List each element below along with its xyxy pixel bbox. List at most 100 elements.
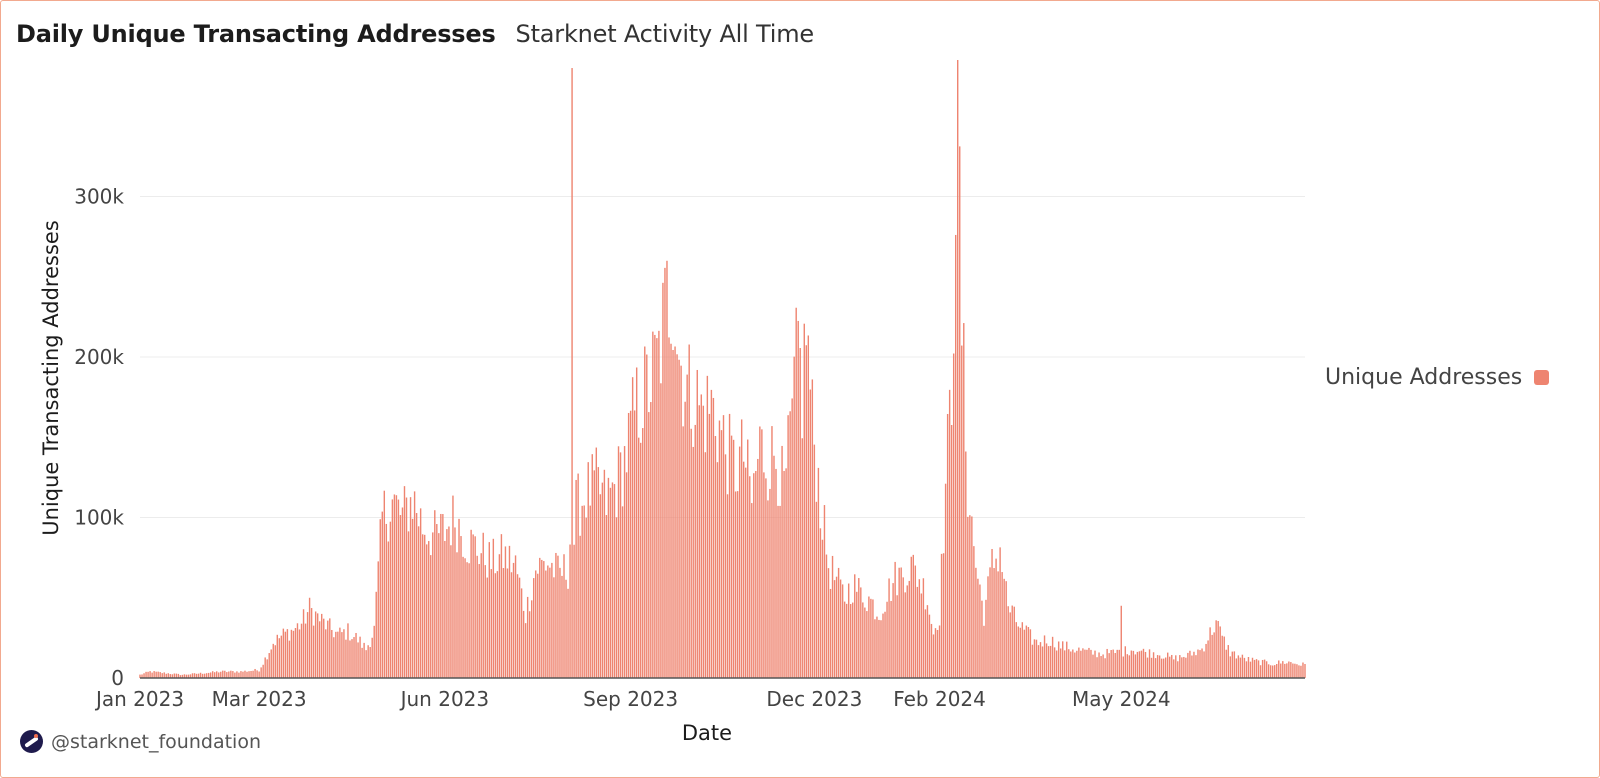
bar[interactable] — [272, 643, 274, 678]
bar[interactable] — [615, 517, 618, 678]
bar[interactable] — [393, 494, 396, 678]
bar[interactable] — [528, 611, 531, 678]
bar[interactable] — [143, 673, 145, 678]
bar[interactable] — [843, 601, 846, 678]
bar[interactable] — [506, 568, 509, 678]
bar[interactable] — [944, 483, 947, 678]
bar[interactable] — [997, 571, 999, 678]
bar[interactable] — [1074, 652, 1076, 679]
bar[interactable] — [845, 603, 848, 678]
bar[interactable] — [276, 634, 278, 678]
bar[interactable] — [593, 470, 595, 678]
bar[interactable] — [1051, 636, 1054, 678]
bar[interactable] — [561, 575, 563, 678]
bar[interactable] — [757, 458, 759, 678]
bar[interactable] — [1274, 665, 1276, 678]
bar[interactable] — [165, 673, 167, 678]
bar[interactable] — [799, 348, 801, 678]
bar[interactable] — [1078, 647, 1080, 678]
bar[interactable] — [1231, 651, 1234, 678]
bar[interactable] — [1092, 654, 1094, 678]
bar[interactable] — [747, 439, 749, 678]
bar[interactable] — [617, 446, 620, 678]
bar[interactable] — [195, 673, 198, 678]
bar[interactable] — [981, 600, 983, 678]
bar[interactable] — [969, 515, 971, 678]
bar[interactable] — [742, 461, 745, 678]
bar[interactable] — [1112, 649, 1114, 678]
bar[interactable] — [341, 632, 343, 678]
bar[interactable] — [995, 558, 997, 678]
bar[interactable] — [870, 598, 872, 678]
bar[interactable] — [575, 479, 577, 678]
bar[interactable] — [975, 567, 977, 678]
bar[interactable] — [791, 398, 793, 678]
bar[interactable] — [478, 564, 480, 678]
bar[interactable] — [512, 562, 515, 678]
bar[interactable] — [302, 609, 305, 678]
bar[interactable] — [852, 602, 854, 678]
bar[interactable] — [151, 672, 153, 678]
bar[interactable] — [827, 568, 830, 678]
bar[interactable] — [789, 411, 791, 678]
bar[interactable] — [862, 602, 864, 678]
bar[interactable] — [882, 613, 884, 678]
bar[interactable] — [1235, 658, 1238, 678]
bar[interactable] — [444, 540, 446, 678]
bar[interactable] — [310, 608, 313, 678]
bar[interactable] — [1263, 659, 1266, 678]
bar[interactable] — [395, 495, 398, 678]
bar[interactable] — [314, 611, 317, 678]
bar[interactable] — [205, 673, 208, 678]
bar[interactable] — [230, 670, 232, 678]
bar[interactable] — [1104, 658, 1106, 678]
bar[interactable] — [551, 562, 553, 678]
bar[interactable] — [460, 536, 462, 678]
bar[interactable] — [1209, 627, 1211, 678]
bar[interactable] — [926, 605, 929, 678]
bar[interactable] — [1205, 643, 1207, 678]
bar[interactable] — [1189, 650, 1191, 678]
bar[interactable] — [238, 672, 240, 678]
bar[interactable] — [1282, 661, 1284, 678]
bar[interactable] — [1037, 645, 1040, 678]
bar[interactable] — [1253, 659, 1256, 678]
bar[interactable] — [472, 534, 474, 678]
bar[interactable] — [666, 260, 668, 678]
bar[interactable] — [1120, 605, 1122, 678]
bar[interactable] — [631, 377, 634, 678]
bar[interactable] — [629, 410, 632, 678]
bar[interactable] — [327, 620, 329, 678]
bar[interactable] — [860, 587, 862, 678]
bar[interactable] — [1199, 650, 1201, 678]
bar[interactable] — [884, 611, 886, 678]
bar[interactable] — [967, 516, 969, 678]
bar[interactable] — [708, 413, 711, 678]
bar[interactable] — [1177, 661, 1179, 678]
bar[interactable] — [1164, 657, 1167, 678]
bar[interactable] — [335, 631, 337, 678]
bar[interactable] — [555, 552, 557, 678]
bar[interactable] — [1029, 629, 1032, 678]
bar[interactable] — [698, 405, 700, 678]
bar[interactable] — [1043, 635, 1046, 678]
bar[interactable] — [1183, 656, 1185, 678]
bar[interactable] — [260, 667, 262, 678]
bar[interactable] — [700, 394, 702, 678]
bar[interactable] — [1062, 641, 1064, 678]
bar[interactable] — [676, 354, 678, 678]
bar[interactable] — [1059, 648, 1062, 678]
bar[interactable] — [452, 495, 454, 678]
bar[interactable] — [950, 425, 953, 678]
bar[interactable] — [1053, 647, 1056, 678]
bar[interactable] — [678, 359, 680, 678]
bar[interactable] — [365, 650, 367, 678]
bar[interactable] — [391, 499, 394, 678]
bar[interactable] — [771, 426, 773, 678]
bar[interactable] — [1259, 665, 1262, 678]
bar[interactable] — [145, 671, 147, 678]
bar[interactable] — [1292, 663, 1294, 678]
bar[interactable] — [1005, 581, 1007, 678]
bar[interactable] — [670, 343, 672, 678]
bar[interactable] — [1082, 648, 1084, 678]
